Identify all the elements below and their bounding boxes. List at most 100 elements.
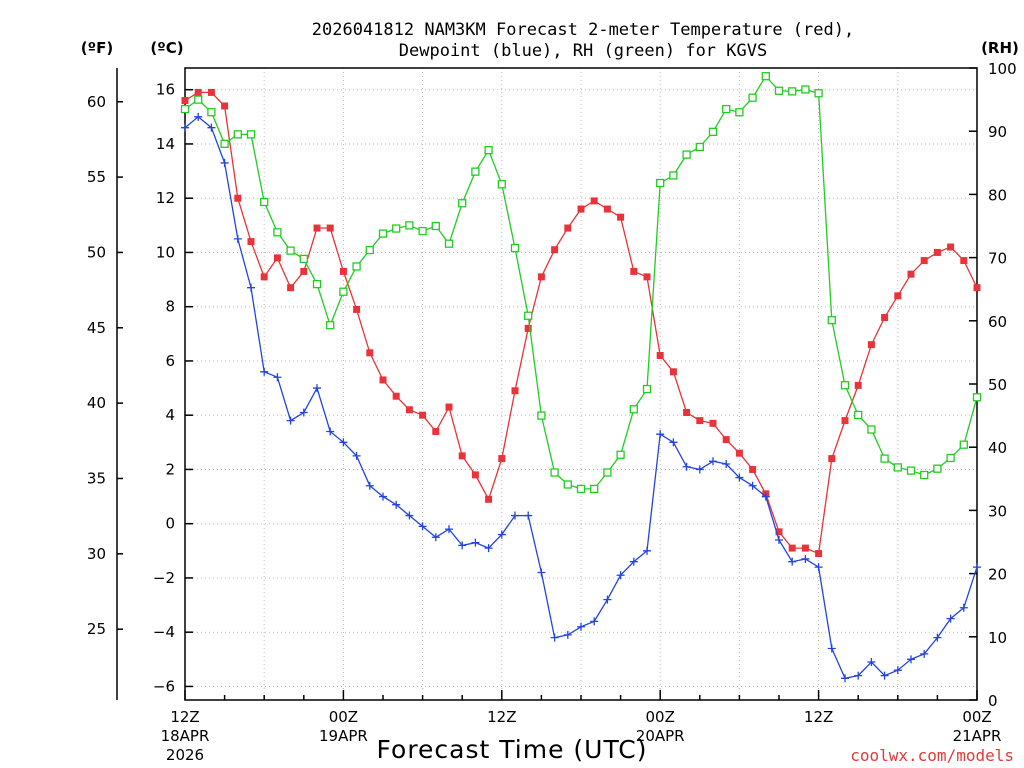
rh-tick-label: 40 [988, 439, 1007, 457]
temperature-point [182, 97, 189, 104]
celsius-tick-label: 16 [156, 81, 175, 99]
rh-point [842, 382, 849, 389]
dewpoint-point [603, 596, 611, 604]
chart-title-line2: Dewpoint (blue), RH (green) for KGVS [399, 41, 767, 61]
dewpoint-point [260, 368, 268, 376]
dewpoint-point [221, 159, 229, 167]
dewpoint-point [511, 512, 519, 520]
celsius-tick-label: −2 [153, 569, 175, 587]
fahrenheit-tick-label: 45 [87, 319, 106, 337]
dewpoint-point [815, 563, 823, 571]
temperature-point [578, 206, 585, 213]
temperature-point [696, 417, 703, 424]
x-tick-label: 12Z [487, 708, 516, 726]
rh-point [525, 312, 532, 319]
rh-tick-label: 90 [988, 123, 1007, 141]
fahrenheit-tick-label: 30 [87, 545, 106, 563]
rh-point [749, 94, 756, 101]
temperature-point [894, 292, 901, 299]
rh-point [419, 228, 426, 235]
dewpoint-point [590, 617, 598, 625]
rh-point [802, 86, 809, 93]
x-tick-label: 12Z [804, 708, 833, 726]
rh-point [960, 441, 967, 448]
temperature-point [287, 284, 294, 291]
temperature-point [353, 306, 360, 313]
rh-tick-label: 100 [988, 60, 1017, 78]
chart-title-line1: 2026041812 NAM3KM Forecast 2-meter Tempe… [312, 20, 854, 40]
temperature-point [934, 249, 941, 256]
rh-tick-label: 50 [988, 376, 1007, 394]
dewpoint-point [287, 417, 295, 425]
celsius-tick-label: 2 [165, 460, 175, 478]
fahrenheit-tick-label: 50 [87, 243, 106, 261]
fahrenheit-tick-label: 40 [87, 394, 106, 412]
rh-point [776, 87, 783, 94]
rh-point [366, 247, 373, 254]
temperature-point [868, 341, 875, 348]
rh-point [881, 455, 888, 462]
rh-tick-label: 20 [988, 566, 1007, 584]
temperature-point [644, 273, 651, 280]
rh-point [182, 106, 189, 113]
celsius-tick-label: 10 [156, 243, 175, 261]
temperature-point [340, 268, 347, 275]
rh-point [604, 469, 611, 476]
temperature-point [406, 406, 413, 413]
rh-point [789, 88, 796, 95]
celsius-ticks: 1614121086420−2−4−6 [153, 81, 193, 696]
celsius-tick-label: −6 [153, 677, 175, 695]
dewpoint-point [471, 539, 479, 547]
temperature-point [960, 257, 967, 264]
x-tick-date: 21APR [953, 727, 1002, 745]
rh-point [446, 240, 453, 247]
chart-root: 2026041812 NAM3KM Forecast 2-meter Tempe… [0, 0, 1024, 768]
dewpoint-point [801, 555, 809, 563]
temperature-point [498, 455, 505, 462]
rh-point [538, 412, 545, 419]
temperature-point [248, 238, 255, 245]
temperature-point [327, 225, 334, 232]
temperature-point [314, 225, 321, 232]
y-axis-rh-label: (RH) [981, 39, 1019, 57]
dewpoint-point [524, 512, 532, 520]
rh-point [670, 172, 677, 179]
rh-point [234, 131, 241, 138]
rh-point [248, 131, 255, 138]
rh-point [261, 198, 268, 205]
temperature-point [432, 428, 439, 435]
rh-point [696, 144, 703, 151]
rh-point [868, 426, 875, 433]
fahrenheit-tick-label: 35 [87, 469, 106, 487]
temperature-point [380, 376, 387, 383]
rh-point [393, 225, 400, 232]
rh-point [723, 106, 730, 113]
series-line [185, 117, 977, 679]
temperature-point [195, 89, 202, 96]
watermark: coolwx.com/models [850, 746, 1014, 765]
rh-point [736, 109, 743, 116]
dewpoint-point [273, 373, 281, 381]
x-tick-label: 00Z [646, 708, 675, 726]
rh-point [195, 96, 202, 103]
dewpoint-point [234, 235, 242, 243]
dewpoint-point [696, 465, 704, 473]
dewpoint-point [313, 384, 321, 392]
dewpoint-point [828, 644, 836, 652]
rh-tick-label: 70 [988, 250, 1007, 268]
rh-point [710, 128, 717, 135]
temperature-point [300, 268, 307, 275]
rh-point [894, 464, 901, 471]
x-tick-label: 00Z [329, 708, 358, 726]
temperature-point [208, 89, 215, 96]
temperature-point [855, 382, 862, 389]
rh-point [300, 255, 307, 262]
temperature-point [617, 214, 624, 221]
celsius-tick-label: 8 [165, 298, 175, 316]
temperature-point [564, 225, 571, 232]
x-axis-label: Forecast Time (UTC) [377, 735, 648, 764]
rh-point [314, 281, 321, 288]
rh-tick-label: 30 [988, 502, 1007, 520]
x-tick-label: 00Z [962, 708, 991, 726]
